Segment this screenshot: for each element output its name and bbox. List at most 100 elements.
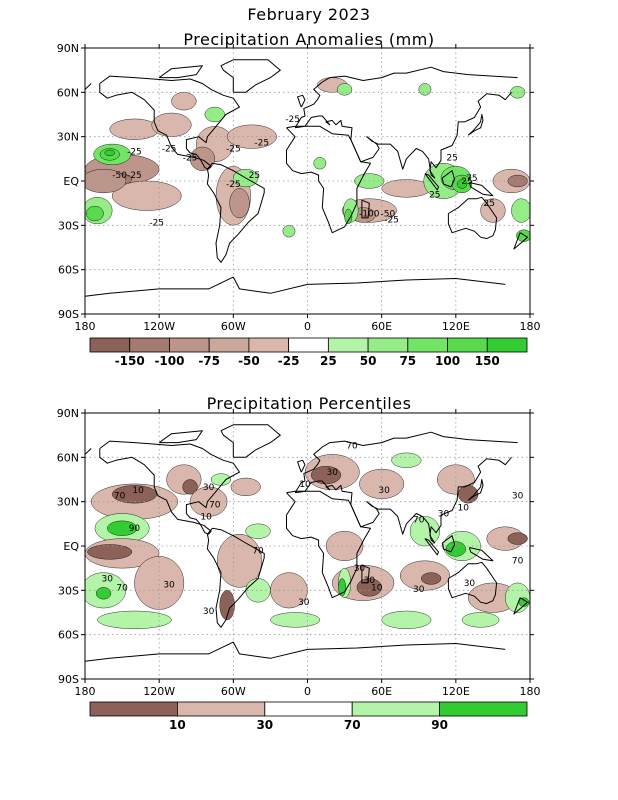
colorbar-swatch <box>447 337 488 353</box>
lat-tick-label: 90S <box>58 308 79 321</box>
colorbar-swatch <box>89 337 131 353</box>
lat-tick-label: 90N <box>57 42 79 55</box>
contour-label: 30 <box>326 468 338 478</box>
colorbar-swatch <box>129 337 170 353</box>
coastline <box>361 199 370 219</box>
contour-label: 70 <box>413 515 425 525</box>
shading-patch <box>189 486 228 517</box>
shading-patch <box>134 556 185 610</box>
shading-patch <box>245 523 271 539</box>
shading-patch <box>313 157 327 170</box>
colorbar-label: -100 <box>154 354 184 368</box>
percentile-map-title: Precipitation Percentiles <box>207 394 412 413</box>
contour-label: 25 <box>483 199 494 209</box>
contour-label: 10 <box>371 583 383 593</box>
shading-patch <box>344 208 353 225</box>
shading-patch <box>507 532 528 545</box>
percentile-gridlines <box>85 413 530 679</box>
shading-patch <box>104 149 115 157</box>
percentile-map: Precipitation Percentiles 10 70 90 30 10 70 10… <box>57 394 541 732</box>
shading-patch <box>230 477 261 496</box>
lat-tick-label: 30S <box>58 584 79 597</box>
coastline <box>85 431 518 544</box>
lon-tick-label: 180 <box>520 320 541 333</box>
shading-patch <box>456 179 468 189</box>
contour-label: 10 <box>200 512 212 522</box>
shading-patch <box>311 466 342 485</box>
lon-tick-label: 120W <box>143 320 175 333</box>
shading-patch <box>336 83 353 96</box>
coastline <box>220 59 281 93</box>
colorbar-swatch <box>486 337 528 353</box>
colorbar-swatch <box>288 337 329 353</box>
contour-label: -25 <box>226 144 241 154</box>
percentile-coastlines <box>85 424 528 662</box>
lat-tick-label: 60S <box>58 264 79 277</box>
percentile-shading <box>85 452 530 629</box>
coastline <box>85 641 506 662</box>
shading-patch <box>245 578 271 603</box>
colorbar-label: -150 <box>115 354 145 368</box>
colorbar-swatch <box>351 701 441 717</box>
contour-label: 70 <box>116 583 128 593</box>
shading-patch <box>418 83 432 96</box>
colorbar-label: 10 <box>169 718 186 732</box>
lat-tick-label: 90S <box>58 673 79 686</box>
lon-tick-label: 120W <box>143 685 175 698</box>
shading-patch <box>97 610 172 629</box>
anomaly-coastlines <box>85 59 528 297</box>
lat-tick-label: 90N <box>57 407 79 420</box>
coastline <box>424 173 439 191</box>
contour-label: 25 <box>446 153 457 163</box>
shading-patch <box>86 205 104 222</box>
colorbar-label: 75 <box>399 354 416 368</box>
contour-label: 90 <box>129 524 141 534</box>
percentile-contour-labels: 1070903010701030703070301030703070303030… <box>102 441 524 617</box>
contour-label: -25 <box>226 180 241 190</box>
shading-patch <box>480 198 506 223</box>
contour-label: -50 <box>112 171 127 181</box>
contour-label: 30 <box>102 574 114 584</box>
anomaly-gridlines <box>85 48 530 314</box>
coastline <box>513 232 528 250</box>
coastline <box>513 597 528 615</box>
contour-label: 10 <box>132 486 144 496</box>
coastline <box>361 564 370 584</box>
colorbar-swatch <box>89 701 178 717</box>
coastline <box>206 162 265 263</box>
shading-patch <box>391 452 422 468</box>
shading-patch <box>381 610 432 629</box>
colorbar-label: 100 <box>435 354 460 368</box>
anomaly-map-title: Precipitation Anomalies (mm) <box>183 30 434 49</box>
colorbar-label: -75 <box>198 354 220 368</box>
coastline <box>424 538 439 556</box>
shading-patch <box>171 92 197 111</box>
colorbar-label: 150 <box>475 354 500 368</box>
contour-label: -25 <box>149 218 164 228</box>
figure-title: February 2023 <box>247 5 370 24</box>
coastline <box>467 114 484 136</box>
coastline <box>85 66 518 179</box>
coastline <box>441 535 456 553</box>
anomaly-lon-ticks: 180 120W 60W 0 60E 120E 180 <box>75 44 541 333</box>
shading-patch <box>107 520 138 536</box>
colorbar-label: 25 <box>320 354 337 368</box>
anomaly-map: Precipitation Anomalies (mm) -25 -50 -25 -2… <box>57 30 541 368</box>
percentile-lon-ticks: 180 120W 60W 0 60E 120E 180 <box>75 409 541 698</box>
lon-tick-label: 60E <box>371 685 392 698</box>
coastline <box>158 430 203 444</box>
colorbar-swatch <box>439 701 528 717</box>
contour-label: 25 <box>249 171 260 181</box>
contour-label: 25 <box>429 190 440 200</box>
shading-patch <box>461 612 500 628</box>
shading-patch <box>511 198 530 223</box>
shading-patch <box>421 572 442 585</box>
lon-tick-label: 120E <box>442 320 470 333</box>
lat-tick-label: 60S <box>58 629 79 642</box>
contour-label: -50 <box>380 209 395 219</box>
percentile-colorbar: 10 30 70 90 <box>89 701 528 732</box>
lon-tick-label: 60W <box>221 320 246 333</box>
contour-label: 30 <box>512 492 524 502</box>
coastline <box>468 547 494 562</box>
